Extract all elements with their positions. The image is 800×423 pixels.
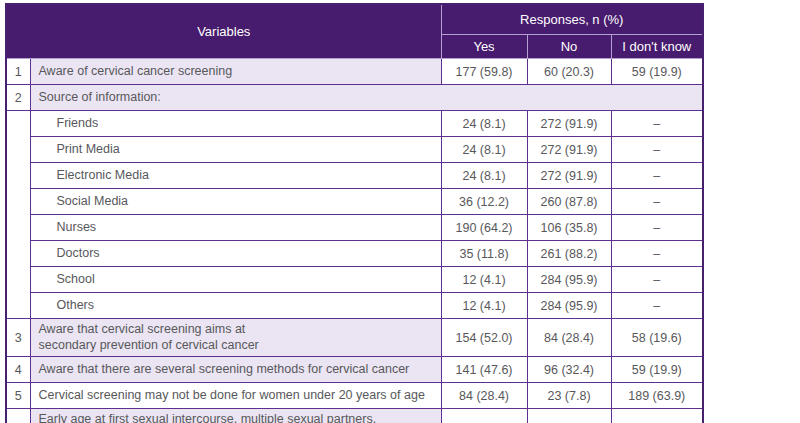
dont-know-cell: 59 (19.9) <box>611 59 703 85</box>
yes-cell: 154 (52.0) <box>441 319 527 357</box>
table-row: 6 Early age at first sexual intercourse,… <box>6 409 703 423</box>
table-row: 1 Aware of cervical cancer screening 177… <box>6 59 703 85</box>
table-row: Doctors 35 (11.8) 261 (88.2) – <box>6 241 703 267</box>
dont-know-cell: – <box>611 111 703 137</box>
table-row: Social Media 36 (12.2) 260 (87.8) – <box>6 189 703 215</box>
dont-know-cell: 59 (19.9) <box>611 357 703 383</box>
yes-cell: 12 (4.1) <box>441 267 527 293</box>
dont-know-cell: – <box>611 267 703 293</box>
row-number-cell: 3 <box>6 319 30 357</box>
yes-cell: 24 (8.1) <box>441 163 527 189</box>
no-cell: 47 (15.9) <box>527 409 611 423</box>
no-cell: 284 (95.9) <box>527 293 611 319</box>
no-cell: 96 (32.4) <box>527 357 611 383</box>
dont-know-cell: 189 (63.9) <box>611 383 703 409</box>
row-number-cell: 6 <box>6 409 30 423</box>
variable-cell: Friends <box>30 111 441 137</box>
yes-cell: 84 (28.4) <box>441 383 527 409</box>
dont-know-cell: 154 (52.0) <box>611 409 703 423</box>
row-number-cell: 1 <box>6 59 30 85</box>
responses-header: Responses, n (%) <box>441 4 703 35</box>
dont-know-cell: – <box>611 189 703 215</box>
variable-cell: School <box>30 267 441 293</box>
variable-cell: Cervical screening may not be done for w… <box>30 383 441 409</box>
no-cell: 272 (91.9) <box>527 163 611 189</box>
column-header-dont-know: I don't know <box>611 35 703 59</box>
variable-cell: Doctors <box>30 241 441 267</box>
row-number-cell: 4 <box>6 357 30 383</box>
no-cell: 272 (91.9) <box>527 137 611 163</box>
yes-cell: 12 (4.1) <box>441 293 527 319</box>
dont-know-cell: – <box>611 163 703 189</box>
table-row: Others 12 (4.1) 284 (95.9) – <box>6 293 703 319</box>
variable-cell: Aware that cervical screening aims at se… <box>30 319 441 357</box>
yes-cell: 141 (47.6) <box>441 357 527 383</box>
dont-know-cell: – <box>611 215 703 241</box>
dont-know-cell: 58 (19.6) <box>611 319 703 357</box>
yes-cell: 35 (11.8) <box>441 241 527 267</box>
yes-cell: 177 (59.8) <box>441 59 527 85</box>
variable-cell: Aware of cervical cancer screening <box>30 59 441 85</box>
variable-cell: Others <box>30 293 441 319</box>
table-body: 1 Aware of cervical cancer screening 177… <box>6 59 703 423</box>
yes-cell: 36 (12.2) <box>441 189 527 215</box>
table-row: Electronic Media 24 (8.1) 272 (91.9) – <box>6 163 703 189</box>
table-row: Nurses 190 (64.2) 106 (35.8) – <box>6 215 703 241</box>
no-cell: 84 (28.4) <box>527 319 611 357</box>
dont-know-cell: – <box>611 293 703 319</box>
responses-table: Variables Responses, n (%) Yes No I don'… <box>5 3 704 423</box>
no-cell: 23 (7.8) <box>527 383 611 409</box>
table-row: 5 Cervical screening may not be done for… <box>6 383 703 409</box>
yes-cell: 95 (32.1) <box>441 409 527 423</box>
variable-cell: Source of information: <box>30 85 703 111</box>
table-row: 2 Source of information: <box>6 85 703 111</box>
empty-number-cell <box>6 111 30 319</box>
page: Variables Responses, n (%) Yes No I don'… <box>0 0 800 423</box>
no-cell: 260 (87.8) <box>527 189 611 215</box>
variable-cell: Social Media <box>30 189 441 215</box>
table-header: Variables Responses, n (%) Yes No I don'… <box>6 4 703 59</box>
column-header-no: No <box>527 35 611 59</box>
table-row: Friends 24 (8.1) 272 (91.9) – <box>6 111 703 137</box>
yes-cell: 24 (8.1) <box>441 137 527 163</box>
table-row: 3 Aware that cervical screening aims at … <box>6 319 703 357</box>
dont-know-cell: – <box>611 241 703 267</box>
table-row: 4 Aware that there are several screening… <box>6 357 703 383</box>
no-cell: 284 (95.9) <box>527 267 611 293</box>
no-cell: 272 (91.9) <box>527 111 611 137</box>
variable-cell: Early age at first sexual intercourse, m… <box>30 409 441 423</box>
no-cell: 60 (20.3) <box>527 59 611 85</box>
dont-know-cell: – <box>611 137 703 163</box>
table-row: School 12 (4.1) 284 (95.9) – <box>6 267 703 293</box>
header-group-row: Variables Responses, n (%) <box>6 4 703 35</box>
no-cell: 106 (35.8) <box>527 215 611 241</box>
variable-cell: Print Media <box>30 137 441 163</box>
yes-cell: 190 (64.2) <box>441 215 527 241</box>
yes-cell: 24 (8.1) <box>441 111 527 137</box>
table-row: Print Media 24 (8.1) 272 (91.9) – <box>6 137 703 163</box>
row-number-cell: 2 <box>6 85 30 111</box>
row-number-cell: 5 <box>6 383 30 409</box>
column-header-yes: Yes <box>441 35 527 59</box>
variable-cell: Nurses <box>30 215 441 241</box>
variable-cell: Aware that there are several screening m… <box>30 357 441 383</box>
no-cell: 261 (88.2) <box>527 241 611 267</box>
variable-cell: Electronic Media <box>30 163 441 189</box>
variables-header: Variables <box>6 4 441 59</box>
